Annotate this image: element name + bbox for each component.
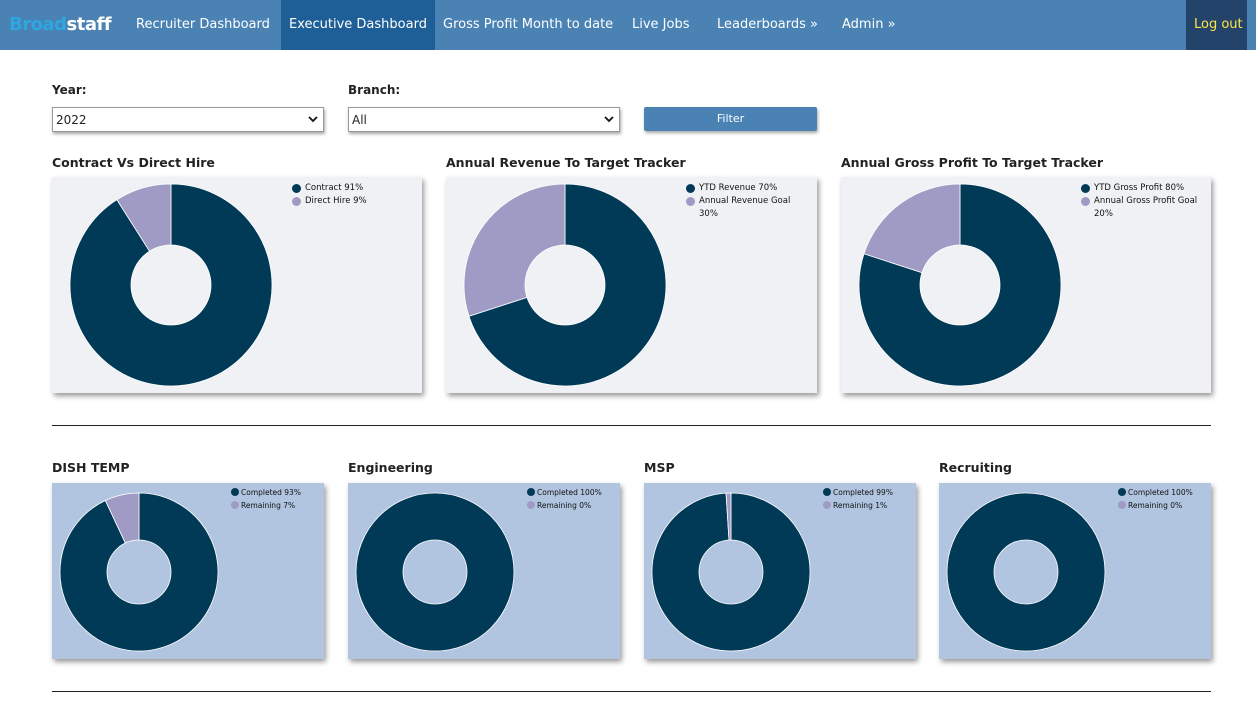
contract-chart-panel: Contract 91% Direct Hire 9% bbox=[52, 177, 422, 393]
branch-select-value: All bbox=[352, 113, 367, 127]
donut-hole bbox=[106, 539, 172, 605]
recruiting-chart-title: Recruiting bbox=[939, 460, 1012, 475]
nav-live-jobs[interactable]: Live Jobs bbox=[632, 17, 690, 32]
legend-contract: Contract 91% bbox=[305, 183, 364, 193]
nav-recruiter-dashboard[interactable]: Recruiter Dashboard bbox=[136, 17, 270, 32]
nav-gross-profit-mtd[interactable]: Gross Profit Month to date bbox=[443, 17, 614, 32]
legend-ytd-revenue: YTD Revenue 70% bbox=[699, 183, 778, 193]
engineering-legend: Completed 100% Remaining 0% bbox=[527, 486, 602, 512]
year-label: Year: bbox=[52, 83, 87, 97]
broadstaff-logo[interactable]: Broadstaff bbox=[9, 14, 112, 35]
gross-chart-title: Annual Gross Profit To Target Tracker bbox=[841, 155, 1104, 170]
msp-chart-panel: Completed 99% Remaining 1% bbox=[644, 483, 916, 659]
dish-legend: Completed 93% Remaining 7% bbox=[231, 486, 301, 512]
logo-text-part2: staff bbox=[66, 14, 112, 35]
chevron-down-icon bbox=[604, 116, 614, 123]
legend-completed: Completed 100% bbox=[537, 488, 602, 497]
legend-annual-gross-profit-goal-pct: 20% bbox=[1094, 209, 1113, 219]
recruiting-chart-panel: Completed 100% Remaining 0% bbox=[939, 483, 1211, 659]
gross-donut bbox=[858, 183, 1062, 387]
contract-donut bbox=[69, 183, 273, 387]
dish-chart-panel: Completed 93% Remaining 7% bbox=[52, 483, 324, 659]
nav-leaderboards[interactable]: Leaderboards » bbox=[717, 17, 818, 32]
donut-hole bbox=[993, 539, 1059, 605]
section-divider bbox=[52, 691, 1211, 692]
filter-button[interactable]: Filter bbox=[644, 107, 817, 131]
legend-completed: Completed 93% bbox=[241, 488, 301, 497]
revenue-chart-panel: YTD Revenue 70% Annual Revenue Goal 30% bbox=[446, 177, 817, 393]
dish-donut bbox=[59, 492, 219, 652]
msp-chart-title: MSP bbox=[644, 460, 675, 475]
msp-legend: Completed 99% Remaining 1% bbox=[823, 486, 893, 512]
nav-admin[interactable]: Admin » bbox=[842, 17, 896, 32]
recruiting-legend: Completed 100% Remaining 0% bbox=[1118, 486, 1193, 512]
legend-annual-gross-profit-goal: Annual Gross Profit Goal bbox=[1094, 196, 1198, 206]
recruiting-donut bbox=[946, 492, 1106, 652]
revenue-donut bbox=[463, 183, 667, 387]
chevron-down-icon bbox=[308, 116, 318, 123]
donut-hole bbox=[524, 244, 606, 326]
year-select-value: 2022 bbox=[56, 113, 87, 127]
legend-annual-revenue-goal: Annual Revenue Goal bbox=[699, 196, 791, 206]
logo-text-part1: Broad bbox=[9, 14, 67, 35]
gross-legend: YTD Gross Profit 80% Annual Gross Profit… bbox=[1081, 182, 1197, 221]
donut-hole bbox=[130, 244, 212, 326]
msp-donut bbox=[651, 492, 811, 652]
contract-chart-title: Contract Vs Direct Hire bbox=[52, 155, 215, 170]
revenue-legend: YTD Revenue 70% Annual Revenue Goal 30% bbox=[686, 182, 790, 221]
donut-hole bbox=[698, 539, 764, 605]
legend-completed: Completed 99% bbox=[833, 488, 893, 497]
legend-ytd-gross-profit: YTD Gross Profit 80% bbox=[1094, 183, 1185, 193]
legend-remaining: Remaining 0% bbox=[1128, 501, 1183, 510]
section-divider bbox=[52, 425, 1211, 426]
gross-chart-panel: YTD Gross Profit 80% Annual Gross Profit… bbox=[841, 177, 1211, 393]
legend-direct-hire: Direct Hire 9% bbox=[305, 196, 367, 206]
revenue-chart-title: Annual Revenue To Target Tracker bbox=[446, 155, 686, 170]
dish-chart-title: DISH TEMP bbox=[52, 460, 130, 475]
top-navbar: Broadstaff Recruiter Dashboard Executive… bbox=[0, 0, 1256, 50]
branch-label: Branch: bbox=[348, 83, 401, 97]
engineering-chart-title: Engineering bbox=[348, 460, 433, 475]
engineering-donut bbox=[355, 492, 515, 652]
legend-annual-revenue-goal-pct: 30% bbox=[699, 209, 718, 219]
legend-remaining: Remaining 0% bbox=[537, 501, 592, 510]
donut-hole bbox=[919, 244, 1001, 326]
donut-hole bbox=[402, 539, 468, 605]
branch-select[interactable]: All bbox=[348, 107, 620, 132]
nav-executive-dashboard[interactable]: Executive Dashboard bbox=[281, 0, 435, 50]
contract-legend: Contract 91% Direct Hire 9% bbox=[292, 182, 367, 208]
legend-completed: Completed 100% bbox=[1128, 488, 1193, 497]
year-select[interactable]: 2022 bbox=[52, 107, 324, 132]
legend-remaining: Remaining 1% bbox=[833, 501, 888, 510]
legend-remaining: Remaining 7% bbox=[241, 501, 296, 510]
logout-button[interactable]: Log out bbox=[1186, 0, 1247, 50]
engineering-chart-panel: Completed 100% Remaining 0% bbox=[348, 483, 620, 659]
